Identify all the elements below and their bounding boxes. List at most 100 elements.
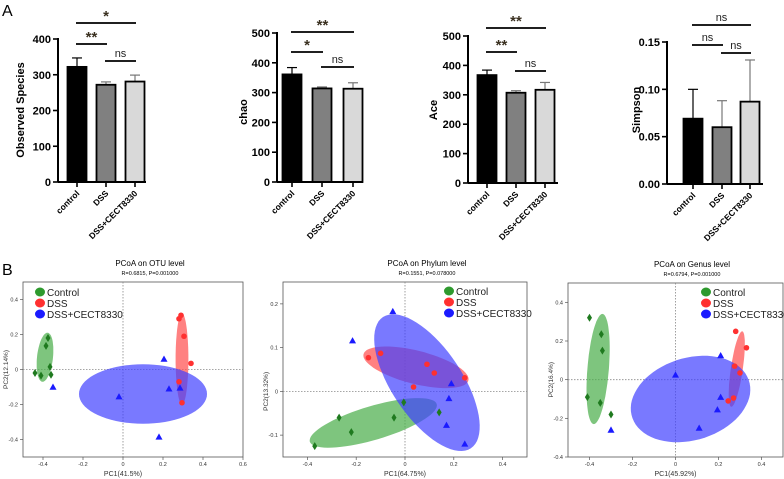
data-point-control: [391, 413, 397, 422]
legend-label: Control: [713, 288, 745, 299]
significance-label: **: [496, 37, 508, 54]
data-point-control: [47, 362, 53, 371]
y-tick-label: 0: [45, 177, 51, 189]
y-tick-label: -0.4: [9, 438, 18, 444]
x-tick-label: 0.6: [239, 462, 247, 468]
x-tick-label: 0: [674, 462, 677, 468]
data-point-dss-cect8330: [461, 440, 469, 447]
y-tick-label: 0.10: [639, 84, 660, 96]
significance-label: *: [103, 8, 109, 25]
panel-label-b: B: [2, 262, 13, 279]
legend-label: Control: [47, 288, 79, 299]
y-tick-label: 0.15: [639, 37, 660, 49]
data-point-control: [598, 330, 604, 339]
data-point-control: [348, 428, 354, 437]
data-point-dss: [743, 344, 750, 351]
y-tick-label: 0.4: [555, 300, 563, 306]
bar-dss: [505, 91, 527, 184]
confidence-ellipse-dss-cect8330: [630, 355, 751, 443]
significance-label: **: [317, 17, 329, 34]
y-tick-label: 400: [252, 58, 270, 70]
data-point-control: [597, 398, 603, 407]
data-point-control: [436, 408, 442, 417]
significance-label: ns: [115, 48, 127, 60]
significance-label: ns: [332, 54, 344, 66]
plot-title: PCoA on OTU level: [115, 259, 185, 268]
data-point-dss-cect8330: [165, 385, 173, 392]
y-tick-label: 0.05: [639, 132, 660, 144]
legend-label: DSS: [456, 298, 477, 309]
data-point-dss-cect8330: [389, 307, 397, 315]
bar-dss: [711, 126, 733, 185]
y-tick-label: 300: [252, 88, 270, 100]
confidence-ellipse-dss-cect8330: [374, 314, 480, 451]
data-point-control: [32, 369, 38, 377]
legend-marker: [35, 309, 45, 319]
data-point-dss-cect8330: [607, 426, 615, 433]
bar-dss: [311, 87, 333, 183]
y-tick-label: 200: [33, 106, 51, 118]
legend-marker: [35, 287, 45, 297]
y-tick-label: 0.4: [10, 298, 18, 304]
y-tick-label: 100: [252, 147, 270, 159]
x-tick-label: 0.2: [159, 462, 167, 468]
data-point-control: [45, 334, 51, 342]
bar-dss-cect8330: [534, 88, 556, 184]
data-point-dss: [730, 395, 737, 401]
data-point-dss-cect8330: [349, 337, 357, 344]
y-tick-label: 0: [15, 368, 18, 374]
data-point-dss: [431, 370, 438, 376]
data-point-control: [312, 442, 318, 451]
y-axis-label: chao: [238, 99, 250, 125]
data-point-dss-cect8330: [447, 380, 455, 387]
y-axis-label: Simpson: [631, 86, 643, 133]
y-tick-label: -0.1: [269, 433, 278, 439]
data-point-dss-cect8330: [115, 393, 123, 400]
pcoa-plot-2: PCoA on Phylum level R=0.1551, P=0.078000…: [263, 259, 532, 478]
data-point-dss-cect8330: [717, 393, 725, 400]
bar-dss-cect8330: [124, 80, 146, 183]
y-tick-label: 400: [33, 34, 51, 46]
data-point-dss: [732, 328, 739, 335]
x-tick-label: 0.4: [758, 462, 766, 468]
data-point-dss-cect8330: [713, 406, 721, 413]
plot-title: PCoA on Phylum level: [387, 259, 466, 268]
x-tick-label: 0.4: [499, 462, 507, 468]
legend-marker: [701, 298, 711, 308]
plot-subtitle: R=0.1551, P=0.078000: [399, 271, 456, 277]
legend-label: DSS+CECT8330: [713, 310, 784, 321]
x-tick-label: DSS: [501, 189, 521, 209]
y-tick-label: 0.2: [270, 302, 278, 308]
x-tick-label: 0: [403, 462, 406, 468]
bar-control: [682, 117, 704, 185]
data-point-dss: [377, 350, 384, 357]
x-tick-label: DSS+CECT8330: [702, 190, 755, 243]
y-tick-label: 200: [443, 119, 461, 131]
pcoa-plot-3: PCoA on Genus level R=0.6794, P=0.001000 -…: [548, 260, 784, 478]
x-tick-label: 0.4: [199, 462, 207, 468]
bar-dss-cect8330: [739, 100, 761, 185]
x-axis-label: PC1(64.75%): [384, 471, 426, 478]
x-tick-label: 0: [121, 462, 124, 468]
plot-title: PCoA on Genus level: [654, 260, 730, 269]
bar-control: [281, 73, 303, 183]
significance-label: ns: [730, 40, 742, 52]
y-tick-label: 0: [560, 378, 563, 384]
x-tick-label: DSS: [707, 190, 727, 210]
data-point-control: [587, 313, 592, 322]
x-axis-label: PC1(45.92%): [654, 471, 696, 478]
significance-label: **: [510, 13, 522, 30]
data-point-dss-cect8330: [672, 371, 679, 378]
confidence-ellipse-dss-cect8330: [79, 364, 207, 424]
y-tick-label: 0: [455, 178, 461, 190]
data-point-dss: [178, 312, 184, 319]
y-axis-label: PC2(12.14%): [3, 350, 10, 389]
data-point-control: [401, 398, 407, 407]
data-point-dss: [725, 398, 731, 404]
data-point-dss: [181, 333, 187, 340]
bar-control: [476, 74, 498, 184]
data-point-dss-cect8330: [445, 394, 453, 402]
data-point-dss: [176, 378, 182, 385]
x-tick-label: control: [269, 188, 296, 215]
